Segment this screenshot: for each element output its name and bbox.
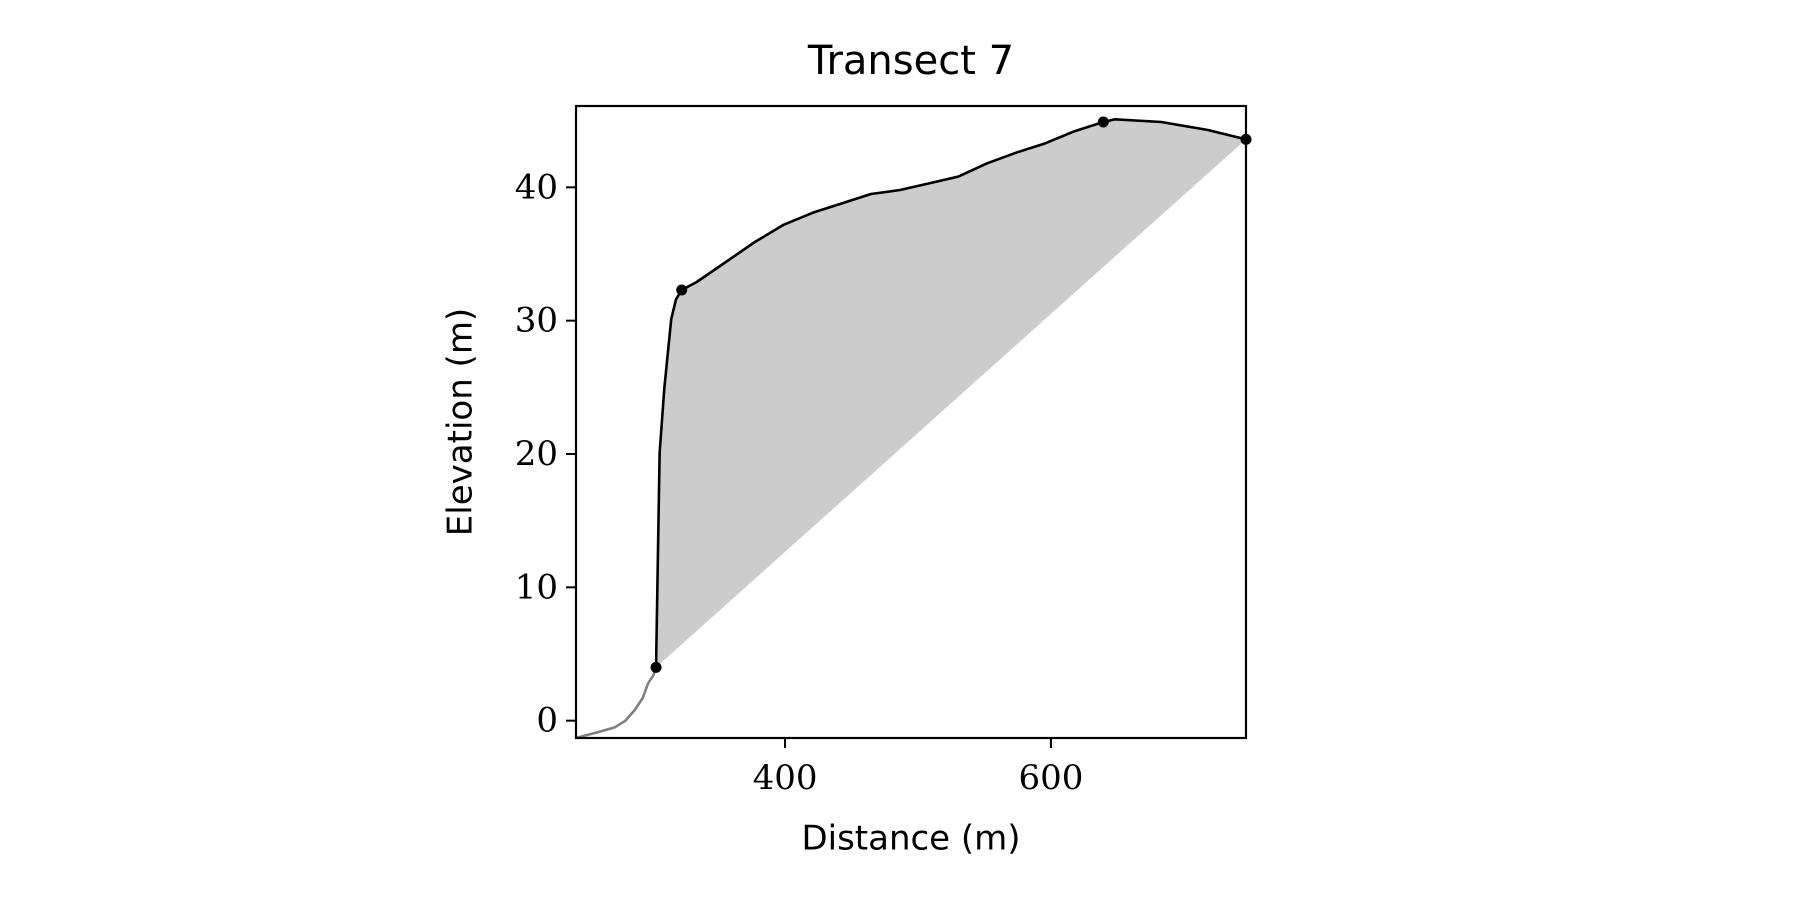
y-tick-label: 40 <box>515 167 558 207</box>
y-tick-label: 30 <box>515 301 558 341</box>
marker <box>676 284 688 296</box>
marker <box>1097 116 1109 128</box>
plot-area <box>576 118 1246 738</box>
x-axis-label: Distance (m) <box>801 819 1020 859</box>
x-tick-label: 400 <box>753 758 818 798</box>
fill-area <box>656 119 1246 668</box>
y-tick-label: 10 <box>515 567 558 607</box>
y-tick-label: 0 <box>536 701 558 741</box>
chart-title: Transect 7 <box>807 38 1014 84</box>
plot-frame <box>574 104 1248 740</box>
y-tick-label: 20 <box>515 434 558 474</box>
y-axis-label: Elevation (m) <box>441 308 481 536</box>
x-tick-label: 600 <box>1018 758 1083 798</box>
marker <box>650 661 662 673</box>
profile-line <box>576 666 658 738</box>
